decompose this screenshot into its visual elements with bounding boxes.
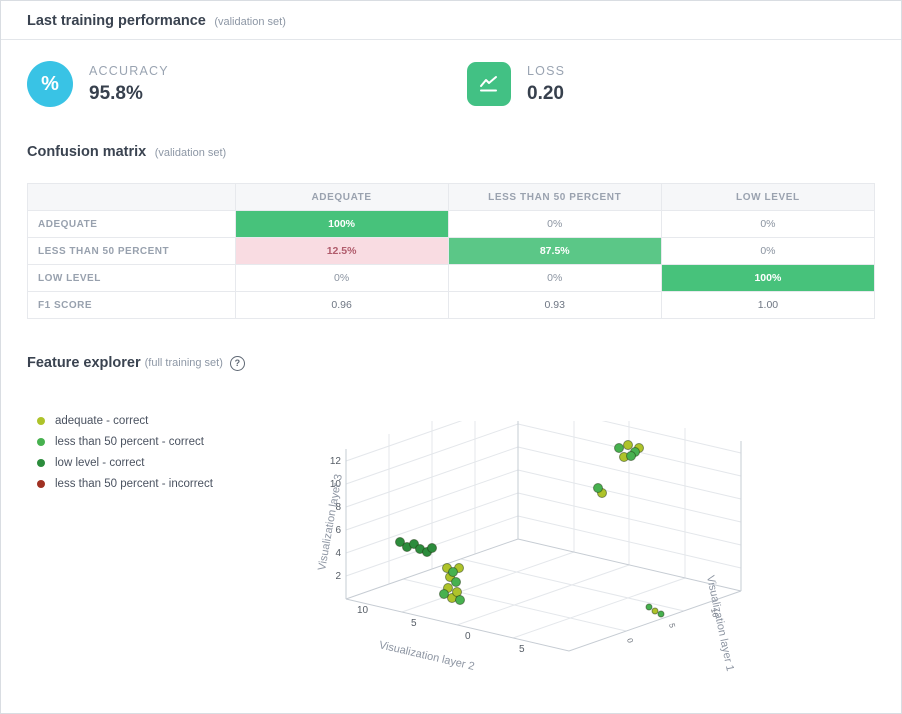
legend-label: low level - correct [55,457,145,469]
table-row: LOW LEVEL 0% 0% 100% [27,264,876,292]
accuracy-metric: % ACCURACY 95.8% [27,61,467,107]
confusion-cell: 100% [234,210,449,238]
legend-dot [37,417,45,425]
svg-text:5: 5 [519,644,525,655]
feature-explorer-3d-plot[interactable]: 2 4 6 8 10 12 10 5 0 5 0 5 10 Visualizat… [311,421,761,711]
z-tick-labels: 2 4 6 8 10 12 [330,456,342,582]
svg-text:4: 4 [335,548,341,559]
metrics-row: % ACCURACY 95.8% LOSS 0.20 [1,40,901,107]
legend-label: adequate - correct [55,415,149,427]
section-heading: Last training performance [27,13,206,29]
legend-item-lowlevel-correct[interactable]: low level - correct [37,457,213,469]
confusion-cell: 12.5% [234,237,449,265]
legend-dot [37,480,45,488]
row-label: ADEQUATE [27,210,236,238]
header-divider [1,39,901,40]
row-label: LESS THAN 50 PERCENT [27,237,236,265]
section-heading: Feature explorer [27,355,141,371]
svg-text:2: 2 [335,571,341,582]
svg-text:12: 12 [330,456,342,467]
percent-icon: % [27,61,73,107]
loss-value: 0.20 [527,82,564,104]
section-heading: Confusion matrix [27,144,147,160]
column-header: ADEQUATE [234,183,449,211]
feature-explorer-legend: adequate - correct less than 50 percent … [37,415,213,499]
f1-cell: 1.00 [660,291,876,319]
loss-metric: LOSS 0.20 [467,61,565,107]
table-header-row: ADEQUATE LESS THAN 50 PERCENT LOW LEVEL [27,183,876,211]
feature-explorer-body: adequate - correct less than 50 percent … [1,371,901,713]
table-row: LESS THAN 50 PERCENT 12.5% 87.5% 0% [27,237,876,265]
svg-text:10: 10 [357,605,369,616]
legend-dot [37,459,45,467]
f1-cell: 0.93 [447,291,662,319]
confusion-cell: 0% [234,264,449,292]
corner-header-cell [27,183,236,211]
svg-text:5: 5 [411,618,417,629]
column-header: LESS THAN 50 PERCENT [447,183,662,211]
accuracy-label: ACCURACY [89,63,169,78]
section-subheading: (validation set) [154,147,227,159]
scatter-points [395,440,665,618]
accuracy-text: ACCURACY 95.8% [89,64,169,105]
svg-text:0: 0 [465,631,471,642]
confusion-cell: 0% [660,210,876,238]
y-tick-labels: 0 5 10 [625,607,720,644]
svg-text:0: 0 [625,637,635,644]
training-performance-header: Last training performance (validation se… [1,1,901,39]
svg-text:8: 8 [335,502,341,513]
legend-dot [37,438,45,446]
confusion-cell: 0% [447,210,662,238]
legend-label: less than 50 percent - incorrect [55,478,213,490]
loss-text: LOSS 0.20 [527,64,565,105]
legend-label: less than 50 percent - correct [55,436,204,448]
loss-chart-icon [467,62,511,106]
confusion-cell: 0% [660,237,876,265]
svg-text:5: 5 [667,622,677,629]
x-axis-label: Visualization layer 2 [378,639,476,673]
row-label: F1 SCORE [27,291,236,319]
confusion-matrix-header: Confusion matrix (validation set) [1,143,901,161]
confusion-matrix-table: ADEQUATE LESS THAN 50 PERCENT LOW LEVEL … [27,183,876,319]
confusion-cell: 100% [660,264,876,292]
column-header: LOW LEVEL [660,183,876,211]
svg-text:6: 6 [335,525,341,536]
svg-text:10: 10 [330,479,342,490]
legend-item-adequate-correct[interactable]: adequate - correct [37,415,213,427]
line-chart-glyph [480,76,497,92]
grid-lines [345,421,742,639]
axes-lines [345,421,742,652]
x-tick-labels: 10 5 0 5 [357,605,525,655]
f1-score-row: F1 SCORE 0.96 0.93 1.00 [27,291,876,319]
svg-text:10: 10 [709,607,720,618]
loss-label: LOSS [527,63,566,78]
table-row: ADEQUATE 100% 0% 0% [27,210,876,238]
f1-cell: 0.96 [234,291,449,319]
row-label: LOW LEVEL [27,264,236,292]
accuracy-value: 95.8% [89,82,143,104]
confusion-cell: 87.5% [447,237,662,265]
feature-explorer-header: Feature explorer (full training set) ? [1,355,901,371]
legend-item-less50-correct[interactable]: less than 50 percent - correct [37,436,213,448]
help-icon[interactable]: ? [229,355,245,371]
legend-item-less50-incorrect[interactable]: less than 50 percent - incorrect [37,478,213,490]
section-subheading: (full training set) [144,357,223,369]
confusion-cell: 0% [447,264,662,292]
section-subheading: (validation set) [214,16,286,28]
